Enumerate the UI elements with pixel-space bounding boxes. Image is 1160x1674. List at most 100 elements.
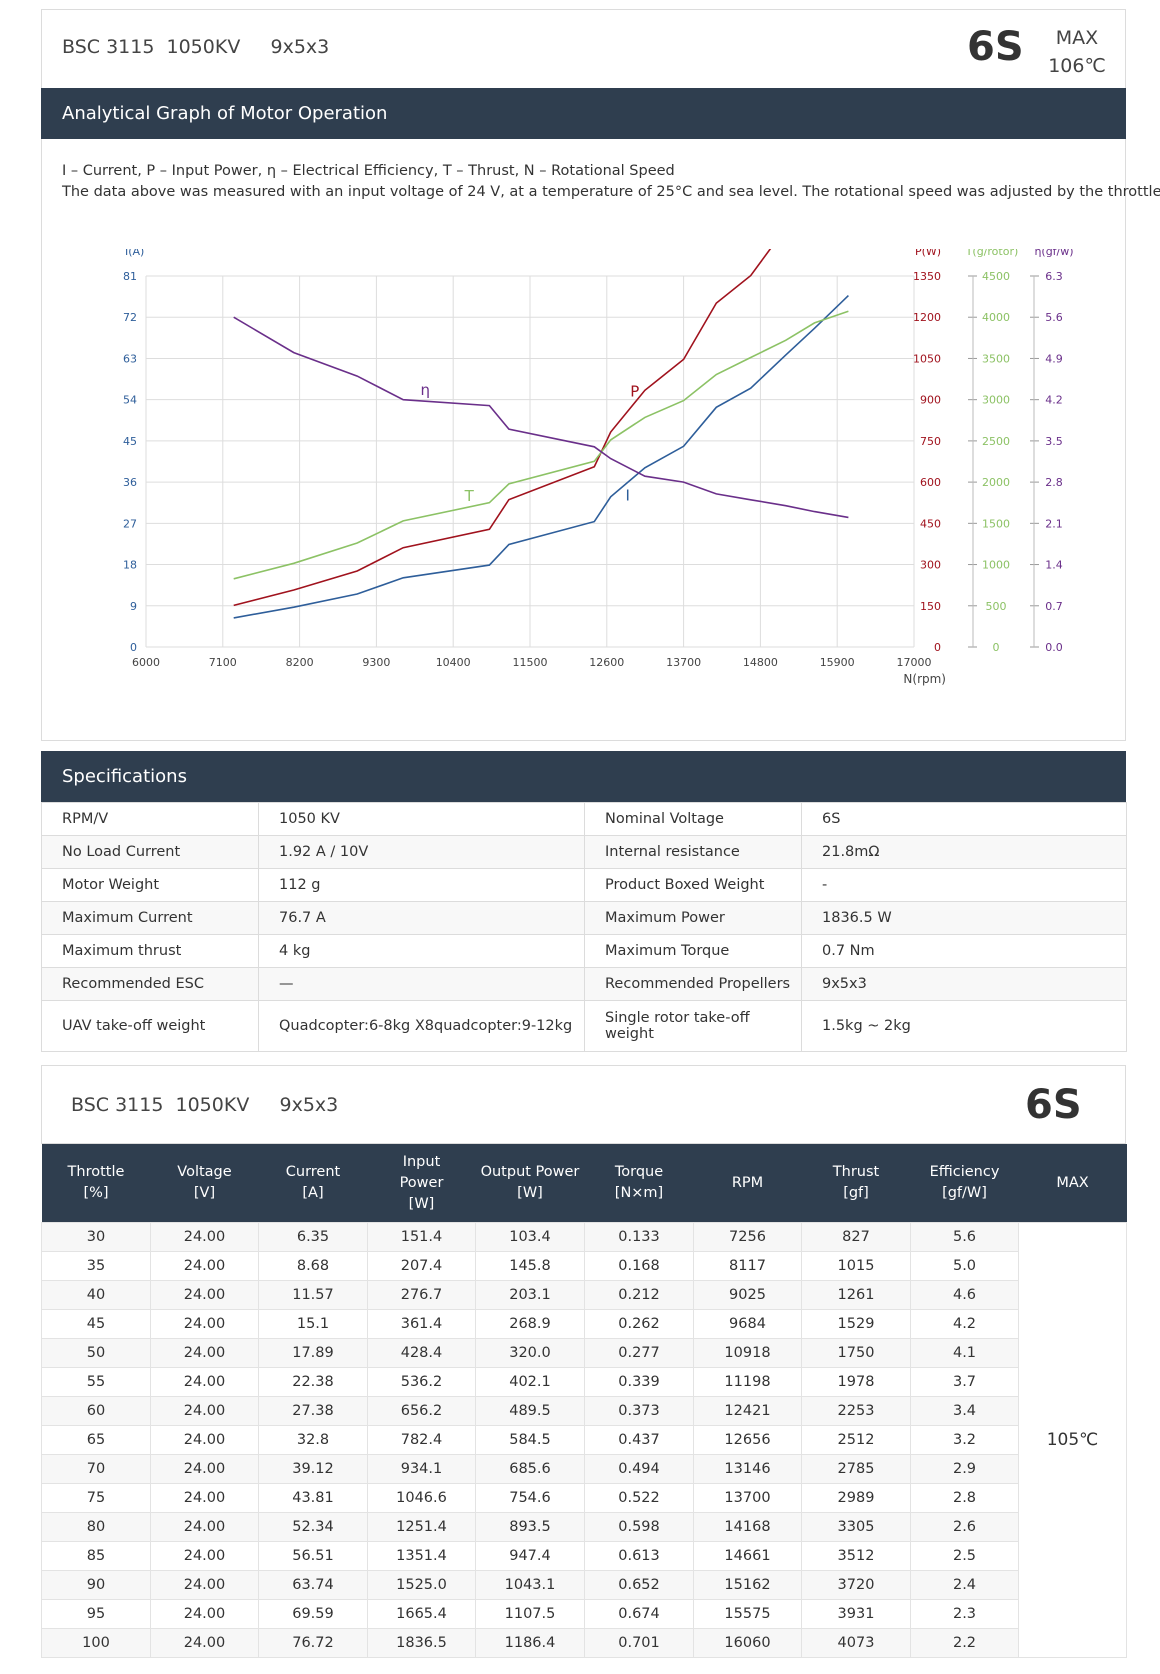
table-row: 75 24.00 43.81 1046.6 754.6 0.522 13700 2989 2.8 [41,1483,1127,1513]
spec-value: Quadcopter:6-8kg X8quadcopter:9-12kg [258,1000,585,1052]
table-cell: 24.00 [150,1222,259,1252]
table-cell: 1046.6 [367,1483,476,1513]
table-cell: 0.674 [584,1599,694,1629]
series-line-eta [233,316,849,519]
right-axis-tick-label: 900 [920,394,941,407]
table-cell: 70 [41,1454,151,1484]
table-cell: 45 [41,1309,151,1339]
table-cell: 2.9 [910,1454,1019,1484]
table-cell: 3.4 [910,1396,1019,1426]
column-header: Output Power [W] [475,1144,585,1223]
spec-value: 1.92 A / 10V [258,835,585,869]
spec-value: 9x5x3 [801,967,1127,1001]
right-axis-tick-label: 3500 [982,352,1010,365]
table-cell: 13146 [693,1454,802,1484]
spec-label: Maximum thrust [41,934,259,968]
table-cell: 65 [41,1425,151,1455]
table-row: 50 24.00 17.89 428.4 320.0 0.277 10918 1750 4.1 [41,1338,1127,1368]
graph-card: I – Current, P – Input Power, η – Electr… [41,139,1160,741]
table-cell: 1186.4 [475,1628,585,1658]
series-line-i [233,295,849,619]
graph-section-heading: Analytical Graph of Motor Operation [41,88,1126,139]
table-cell: 3.7 [910,1367,1019,1397]
table-cell: 0.212 [584,1280,694,1310]
specs-table: RPM/V 1050 KV Nominal Voltage 6S No Load Cur… [41,802,1127,1052]
motor-title: BSC 3115 1050KV 9x5x3 [62,36,330,58]
specs-heading: Specifications [41,751,1126,802]
table-cell: 0.613 [584,1541,694,1571]
table-cell: 90 [41,1570,151,1600]
series-line-p [233,249,772,607]
column-header-line: Throttle [67,1164,125,1180]
table-cell: 1261 [801,1280,911,1310]
table-cell: 3305 [801,1512,911,1542]
table-cell: 5.0 [910,1251,1019,1281]
right-axis-tick-label: 6.3 [1045,270,1063,283]
table-cell: 2.8 [910,1483,1019,1513]
series-label: η [421,381,431,399]
table-cell: 0.168 [584,1251,694,1281]
table-cell: 0.133 [584,1222,694,1252]
i-axis-tick-label: 45 [123,435,137,448]
table-row: 60 24.00 27.38 656.2 489.5 0.373 12421 2253 3.4 [41,1396,1127,1426]
spec-value: 4 kg [258,934,585,968]
table-cell: 3.2 [910,1425,1019,1455]
right-axis-label: P(W) [915,249,941,258]
table-cell: 12421 [693,1396,802,1426]
right-axis-tick-label: 0.0 [1045,641,1063,654]
spec-label: Internal resistance [584,835,802,869]
motor-operation-chart: 6000 7100 8200 9300 10400 11500 12600 13700 1480… [123,249,1074,686]
column-header: MAX [1018,1144,1127,1223]
table-cell: 1750 [801,1338,911,1368]
spec-row: Recommended ESC — Recommended Propellers 9x… [41,967,1127,1001]
table-cell: 24.00 [150,1396,259,1426]
table-cell: 1351.4 [367,1541,476,1571]
table-cell: 39.12 [258,1454,368,1484]
table-cell: 402.1 [475,1367,585,1397]
column-header-line: Efficiency [929,1164,1000,1180]
right-axis-tick-label: 0.7 [1045,600,1063,613]
voltage-badge: 6S [967,24,1024,70]
table-row: 70 24.00 39.12 934.1 685.6 0.494 13146 2785 2.9 [41,1454,1127,1484]
table-cell: 276.7 [367,1280,476,1310]
series-line-t [233,310,849,580]
i-axis-tick-label: 54 [123,394,137,407]
column-header: Input Power [W] [367,1144,476,1223]
max-temp-cell: 105℃ [1018,1222,1127,1658]
column-header-line: MAX [1056,1174,1089,1191]
i-axis-tick-label: 81 [123,270,137,283]
table-cell: 3931 [801,1599,911,1629]
table-cell: 0.277 [584,1338,694,1368]
table-cell: 60 [41,1396,151,1426]
spec-value: 1050 KV [258,802,585,836]
table-cell: 13700 [693,1483,802,1513]
table-cell: 2512 [801,1425,911,1455]
column-header: Throttle [%] [41,1144,151,1223]
x-tick-label: 15900 [820,656,855,669]
spec-value: 76.7 A [258,901,585,935]
x-tick-label: 13700 [666,656,701,669]
column-header-line: [A] [302,1185,324,1201]
table-cell: 2.4 [910,1570,1019,1600]
table-cell: 24.00 [150,1425,259,1455]
column-header-line: [gf/W] [942,1185,987,1201]
max-label: MAX [1055,27,1099,49]
right-axis-tick-label: 750 [920,435,941,448]
x-axis-label: N(rpm) [903,672,946,686]
right-axis-tick-label: 150 [920,600,941,613]
right-axis-tick-label: 450 [920,517,941,530]
table-cell: 2.6 [910,1512,1019,1542]
table-cell: 55 [41,1367,151,1397]
table-cell: 536.2 [367,1367,476,1397]
table-cell: 1529 [801,1309,911,1339]
x-tick-label: 10400 [436,656,471,669]
series-label: T [464,487,475,505]
table-cell: 207.4 [367,1251,476,1281]
table-row: 90 24.00 63.74 1525.0 1043.1 0.652 15162 3720 2.… [41,1570,1127,1600]
table-cell: 268.9 [475,1309,585,1339]
right-axis-tick-label: 4000 [982,311,1010,324]
table-cell: 1525.0 [367,1570,476,1600]
right-axis-tick-label: 1350 [913,270,941,283]
column-header-line: Output Power [480,1164,580,1180]
table-cell: 76.72 [258,1628,368,1658]
